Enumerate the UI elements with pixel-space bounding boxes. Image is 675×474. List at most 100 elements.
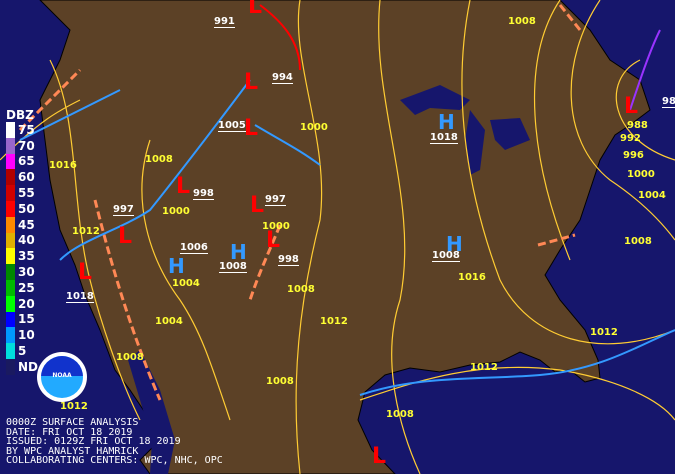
isobar-label: 1008 (116, 352, 144, 363)
legend-swatch (6, 279, 15, 296)
central-pressure: 1005 (218, 120, 246, 132)
legend-swatch (6, 343, 15, 359)
noaa-logo: NOAA (37, 352, 87, 402)
legend-swatch (6, 264, 15, 280)
isobar-label: 992 (620, 133, 641, 144)
analysis-info: 0000Z SURFACE ANALYSIS DATE: FRI OCT 18 … (6, 418, 223, 466)
legend-item: 65 (6, 153, 56, 170)
isobar-label: 1012 (470, 362, 498, 373)
isobar-label: 1012 (320, 316, 348, 327)
legend-value: 40 (18, 233, 35, 248)
troughs (18, 4, 582, 401)
low-pressure-center: L (250, 193, 265, 218)
legend-item: 20 (6, 295, 56, 312)
legend-item: 60 (6, 169, 56, 186)
isobar-label: 1016 (458, 272, 486, 283)
central-pressure: 1018 (430, 132, 458, 144)
legend-item: ND (6, 358, 56, 375)
legend-swatch (6, 232, 15, 249)
collaborating-centers: COLLABORATING CENTERS: WPC, NHC, OPC (6, 455, 223, 466)
central-pressure: 991 (214, 16, 235, 28)
legend-value: 10 (18, 328, 35, 343)
legend-swatch (6, 327, 15, 344)
legend-item: 75 (6, 122, 56, 138)
legend-item: 30 (6, 264, 56, 280)
legend-item: 55 (6, 185, 56, 201)
legend-value: 15 (18, 312, 35, 327)
legend-item: 50 (6, 200, 56, 217)
issued-time: ISSUED: 0129Z FRI OCT 18 2019 (6, 436, 181, 447)
high-pressure-center: H (230, 240, 247, 264)
legend-swatch (6, 200, 15, 217)
legend-item: 35 (6, 248, 56, 265)
isobar-label: 1008 (145, 154, 173, 165)
high-pressure-center: H (438, 110, 455, 134)
legend-item: 70 (6, 137, 56, 154)
low-pressure-center: L (372, 444, 387, 469)
fronts (19, 4, 675, 396)
legend-swatch (6, 358, 15, 375)
legend-swatch (6, 185, 15, 201)
legend-value: 20 (18, 296, 35, 311)
analysis-date: DATE: FRI OCT 18 2019 (6, 426, 133, 438)
isobar-label: 996 (623, 150, 644, 161)
low-pressure-center: L (78, 260, 93, 285)
legend-value: 35 (18, 249, 35, 264)
central-pressure: 994 (272, 72, 293, 84)
legend-swatch (6, 295, 15, 312)
legend-item: 25 (6, 279, 56, 296)
low-pressure-center: L (244, 70, 259, 95)
legend-value: 45 (18, 217, 35, 232)
legend-item: 15 (6, 311, 56, 328)
legend-value: 25 (18, 280, 35, 295)
legend-value: 30 (18, 265, 35, 280)
legend-value: 55 (18, 186, 35, 201)
isobar-label: 1004 (155, 316, 183, 327)
isobar-label: 1012 (60, 401, 88, 412)
isobar-label: 1008 (386, 409, 414, 420)
legend-value: 75 (18, 122, 35, 137)
legend-swatch (6, 216, 15, 233)
legend-swatch (6, 153, 15, 170)
low-pressure-center: L (624, 94, 639, 119)
central-pressure: 1008 (219, 261, 247, 273)
isobar-label: 1000 (300, 122, 328, 133)
legend-value: ND (18, 359, 39, 374)
analyst: BY WPC ANALYST HAMRICK (6, 445, 139, 457)
low-pressure-center: L (248, 0, 263, 19)
central-pressure: 1008 (432, 250, 460, 262)
isobar-label: 1004 (638, 190, 666, 201)
isobar-label: 1016 (49, 160, 77, 171)
high-pressure-center: H (446, 232, 463, 256)
central-pressure: 984 (662, 96, 675, 108)
legend-value: 60 (18, 170, 35, 185)
legend-title: DBZ (6, 108, 34, 122)
legend-swatch (6, 169, 15, 186)
legend-item: 45 (6, 216, 56, 233)
central-pressure: 997 (113, 204, 134, 216)
isobar-label: 1004 (172, 278, 200, 289)
analysis-title: 0000Z SURFACE ANALYSIS (6, 417, 139, 428)
central-pressure: 998 (193, 188, 214, 200)
isobar-label: 1012 (72, 226, 100, 237)
great-lakes (400, 85, 530, 175)
isobar-label: 1008 (624, 236, 652, 247)
legend-item: 40 (6, 232, 56, 249)
isobar-label: 988 (627, 120, 648, 131)
isobar-label: 1000 (627, 169, 655, 180)
low-pressure-center: L (118, 224, 133, 249)
legend-swatch (6, 248, 15, 265)
low-pressure-center: L (244, 116, 259, 141)
legend-swatch (6, 311, 15, 328)
legend-item: 10 (6, 327, 56, 344)
baja-gulf (128, 350, 175, 474)
land-mass (39, 0, 651, 474)
legend-swatch (6, 137, 15, 154)
legend-value: 70 (18, 138, 35, 153)
central-pressure: 997 (265, 194, 286, 206)
isobar-label: 1000 (262, 221, 290, 232)
central-pressure: 1018 (66, 291, 94, 303)
